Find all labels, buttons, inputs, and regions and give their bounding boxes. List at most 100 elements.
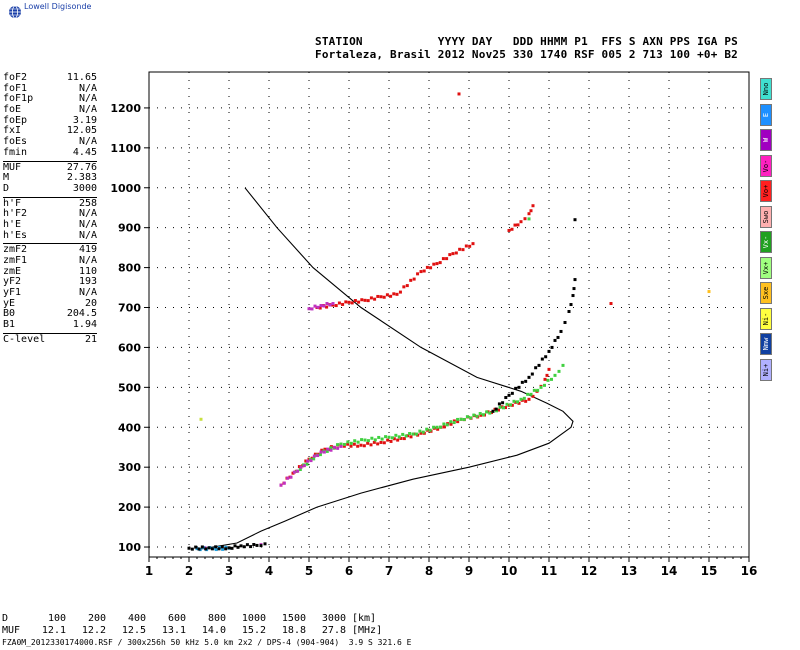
plot-frame xyxy=(148,71,750,558)
trace-vx-point xyxy=(553,373,557,377)
trace-nno-point xyxy=(200,545,204,549)
param-row: foEp 3.19 xyxy=(3,115,97,127)
trace-vo-point xyxy=(461,248,465,252)
trace-vo-point xyxy=(318,306,322,310)
trace-vo-point xyxy=(307,307,311,311)
legend-label: Nno xyxy=(762,82,770,96)
dmuf-cell: 800 xyxy=(207,613,226,624)
trace-nno-point xyxy=(571,294,575,298)
legend-item-nno: Nno xyxy=(760,78,772,100)
trace-vx-point xyxy=(428,428,432,432)
trace-nno-point xyxy=(556,335,560,339)
globe-icon xyxy=(8,4,22,19)
y-tick-label: 600 xyxy=(118,341,141,354)
trace-vx-point xyxy=(305,462,309,466)
trace-vo-point xyxy=(325,302,329,306)
trace-nno-point xyxy=(224,547,228,551)
trace-vo-point xyxy=(609,302,613,306)
legend-item-vo: Vo+ xyxy=(760,180,772,202)
trace-vo-point xyxy=(451,252,455,256)
header-values: Fortaleza, Brasil 2012 Nov25 330 1740 RS… xyxy=(315,48,738,61)
trace-vo-point xyxy=(313,304,317,308)
trace-vx-point xyxy=(346,440,350,444)
trace-vx-point xyxy=(516,400,519,404)
trace-vo-point xyxy=(352,442,356,446)
param-row: foE N/A xyxy=(3,104,97,116)
legend-item-ni: Ni+ xyxy=(760,358,772,381)
trace-vo-point xyxy=(445,257,449,261)
trace-vx-point xyxy=(325,449,329,453)
trace-vo-point xyxy=(419,431,423,435)
trace-vo-point xyxy=(322,304,326,308)
header-columns: STATION YYYY DAY DDD HHMM P1 FFS S AXN P… xyxy=(315,35,738,48)
legend-item-vx: Vx- xyxy=(760,231,772,253)
trace-vx-point xyxy=(462,417,466,421)
trace-vo-point xyxy=(326,447,330,451)
param-value: 4.45 xyxy=(72,146,97,158)
trace-vx-point xyxy=(532,388,536,392)
trace-nno-point xyxy=(501,401,505,405)
trace-vo-point xyxy=(312,454,316,458)
param-value: 110 xyxy=(78,265,97,277)
trace-vo-point xyxy=(547,367,551,371)
param-value: 20 xyxy=(84,297,97,309)
trace-vx-point xyxy=(495,409,498,413)
trace-vo-point xyxy=(405,284,409,288)
params-separator xyxy=(3,196,97,198)
trace-vo-point xyxy=(306,459,310,463)
trace-nno-point xyxy=(220,545,224,549)
x-tick-label: 3 xyxy=(225,564,233,578)
trace-nno-point xyxy=(249,545,253,549)
trace-vo-point xyxy=(516,223,520,227)
trace-vo-point xyxy=(310,307,314,311)
param-name: h'Es xyxy=(3,229,28,241)
trace-vx-point xyxy=(370,436,374,440)
trace-vo-point xyxy=(346,442,350,446)
trace-nno-point xyxy=(504,396,508,400)
distance-row: D 100 200 400 600 800 1000 1500 3000 [km] xyxy=(2,613,382,625)
param-row: zmE 110 xyxy=(3,265,97,278)
trace-vx-point xyxy=(527,217,531,221)
param-name: h'F2 xyxy=(3,208,28,220)
param-row: M 2.383 xyxy=(3,172,97,184)
param-row: h'Es N/A xyxy=(3,229,97,242)
param-value: 419 xyxy=(78,244,97,256)
param-value: N/A xyxy=(78,104,97,116)
param-name: zmF2 xyxy=(3,244,28,256)
trace-vo-point xyxy=(429,266,433,270)
y-tick-label: 400 xyxy=(118,421,141,434)
param-value: 11.65 xyxy=(66,72,97,83)
trace-vo-point xyxy=(379,295,383,299)
params-separator xyxy=(3,332,97,334)
param-name: D xyxy=(3,182,10,194)
param-value: 2.383 xyxy=(66,172,97,184)
trace-vx-point xyxy=(380,437,384,441)
trace-vo-point xyxy=(359,443,363,447)
trace-vx-point xyxy=(502,406,505,410)
param-value: N/A xyxy=(78,93,97,105)
param-name: zmE xyxy=(3,265,22,277)
y-tick-label: 1100 xyxy=(110,142,141,155)
trace-nno-point xyxy=(214,545,218,549)
trace-nno-point xyxy=(553,338,557,342)
trace-vo-point xyxy=(376,294,380,298)
trace-vx-point xyxy=(546,378,550,382)
trace-vx-point xyxy=(478,411,482,415)
trace-vo-point xyxy=(356,444,360,448)
trace-vo-point xyxy=(497,408,500,412)
trace-vo-point xyxy=(331,303,335,307)
param-row: h'F 258 xyxy=(3,198,97,210)
trace-vo-point xyxy=(527,212,531,216)
param-name: M xyxy=(3,172,10,184)
trace-vo-point xyxy=(422,269,426,273)
trace-vo-point xyxy=(419,270,423,274)
legend-item-vo: Vo- xyxy=(760,154,772,177)
trace-vo-point xyxy=(334,304,338,308)
dmuf-cell: 200 xyxy=(87,613,106,624)
legend-item-swo: Swo xyxy=(760,205,772,228)
trace-nno-point xyxy=(507,393,511,397)
param-value: 12.05 xyxy=(66,125,97,137)
trace-vx-point xyxy=(449,420,453,424)
trace-vo-point xyxy=(406,434,410,438)
